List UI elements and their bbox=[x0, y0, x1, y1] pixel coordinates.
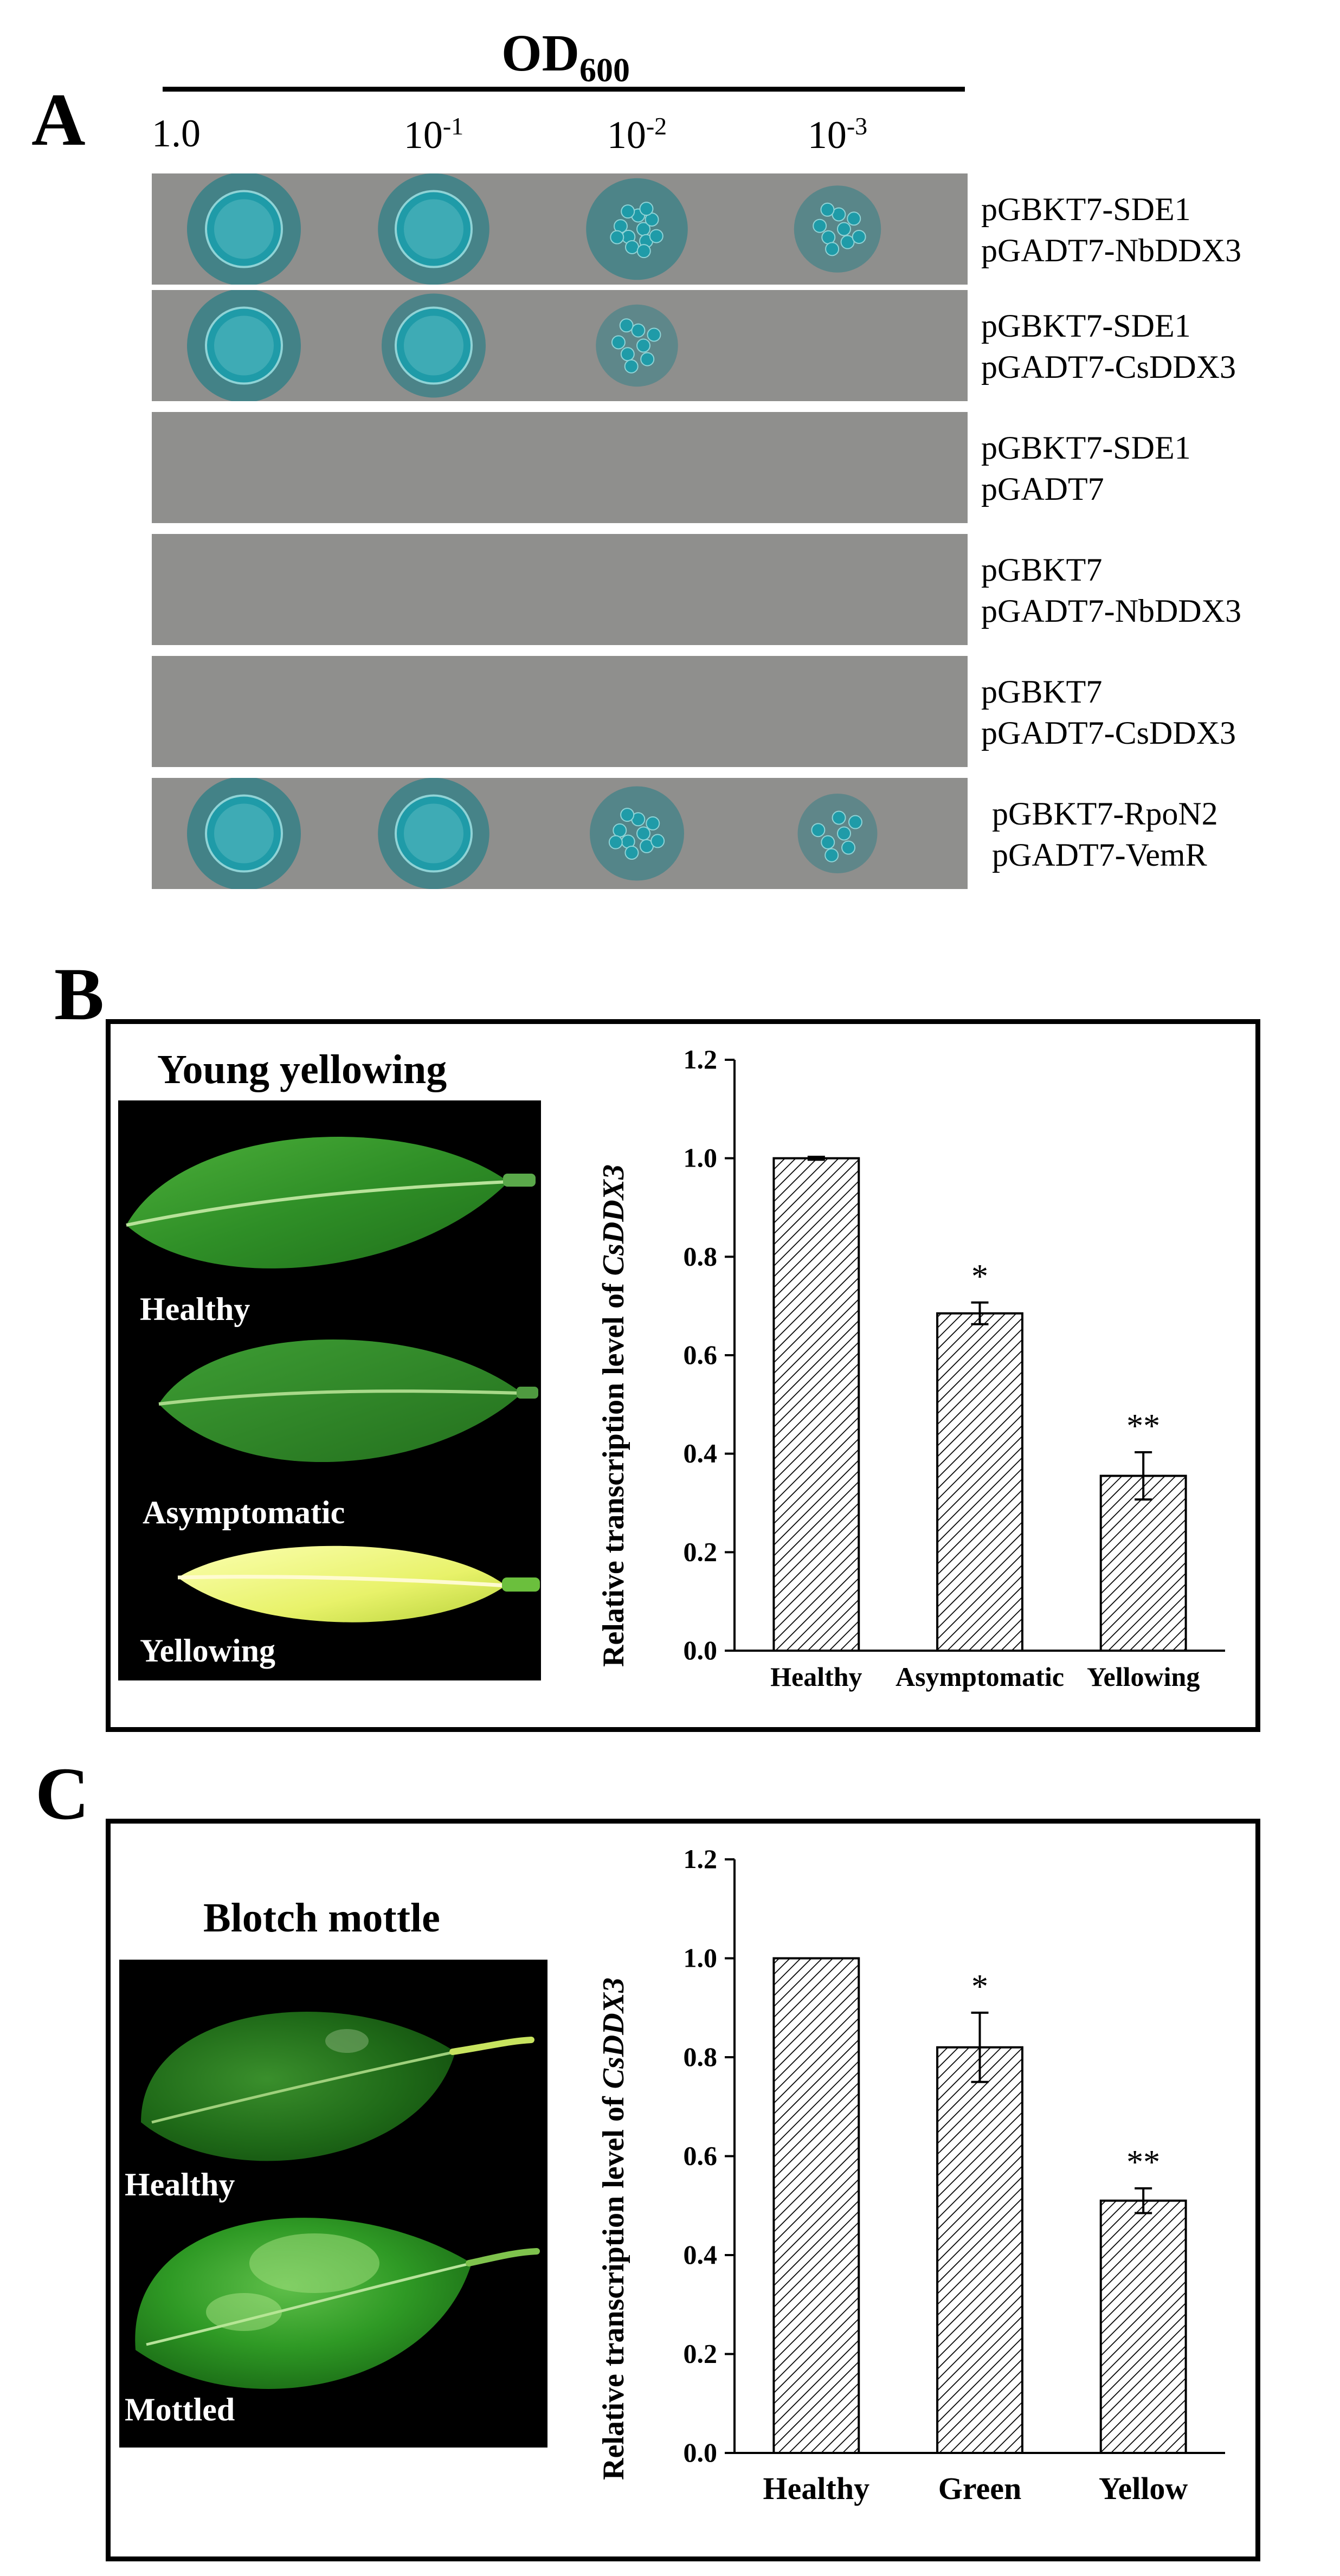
error-bar bbox=[807, 1155, 825, 1161]
y-tick-label: 1.0 bbox=[684, 1943, 718, 1973]
strain-label: pGBKT7-SDE1 pGADT7 bbox=[981, 430, 1191, 507]
y-tick-label: 0.6 bbox=[684, 1339, 718, 1370]
y-tick-label: 0.6 bbox=[684, 2141, 718, 2171]
leaf-healthy bbox=[126, 1137, 536, 1268]
x-category-label: Healthy bbox=[763, 2471, 870, 2506]
y-tick-label: 0.0 bbox=[684, 1635, 718, 1665]
bar bbox=[936, 1312, 1023, 1652]
significance-marker: * bbox=[971, 1258, 988, 1295]
caption-healthy: Healthy bbox=[140, 1291, 250, 1327]
colony-spot bbox=[794, 185, 881, 273]
od-label: OD bbox=[501, 24, 579, 82]
caption-asymptomatic: Asymptomatic bbox=[143, 1495, 345, 1530]
bar bbox=[1099, 1474, 1187, 1652]
y-tick-label: 1.2 bbox=[684, 1844, 718, 1874]
panel-b-label: B bbox=[54, 952, 105, 1035]
panel-c-photo-title: Blotch mottle bbox=[203, 1895, 440, 1941]
y-tick-label: 0.4 bbox=[684, 2239, 718, 2270]
leaf-asymptomatic bbox=[158, 1339, 538, 1463]
bar bbox=[936, 2046, 1023, 2454]
leaf-healthy bbox=[141, 2011, 534, 2161]
y-tick-label: 1.0 bbox=[684, 1143, 718, 1173]
panel-b-bar-chart: 0.0 0.2 0.4 0.6 0.8 1.0 1.2 Healthy * Asymptomati… bbox=[684, 1044, 1225, 1692]
od-subscript: 600 bbox=[579, 52, 630, 89]
dilution-label: 10-3 bbox=[807, 112, 868, 157]
error-bar bbox=[971, 1301, 989, 1325]
y-tick-label: 1.2 bbox=[684, 1044, 718, 1074]
panel-b-photo-title: Young yellowing bbox=[157, 1047, 447, 1092]
significance-marker: ** bbox=[1126, 1408, 1160, 1445]
strain-label: pGBKT7 pGADT7-CsDDX3 bbox=[981, 674, 1236, 751]
plate-row bbox=[152, 778, 968, 889]
x-category-label: Yellowing bbox=[1087, 1661, 1200, 1692]
error-bar bbox=[1135, 2187, 1152, 2214]
colony-spot bbox=[378, 778, 489, 889]
od-header-line bbox=[163, 87, 965, 92]
error-bar bbox=[971, 2011, 989, 2083]
y-tick-label: 0.2 bbox=[684, 2339, 718, 2369]
panel-b-leaf-photo: Healthy Asymptomatic Yellowing bbox=[118, 1100, 541, 1680]
y-tick-label: 0.8 bbox=[684, 2042, 718, 2072]
y-tick-label: 0.2 bbox=[684, 1536, 718, 1567]
plate-row bbox=[152, 173, 968, 285]
y-tick-label: 0.4 bbox=[684, 1438, 718, 1469]
significance-marker: ** bbox=[1126, 2144, 1160, 2181]
plate-row bbox=[152, 534, 968, 645]
panel-c-label: C bbox=[35, 1752, 89, 1835]
colony-spot bbox=[797, 794, 878, 873]
strain-label: pGBKT7-RpoN2 pGADT7-VemR bbox=[992, 796, 1218, 873]
dilution-label: 1.0 bbox=[152, 112, 201, 155]
colony-spot bbox=[187, 778, 301, 889]
plate-row bbox=[152, 412, 968, 523]
colony-spot bbox=[187, 173, 301, 285]
leaf-mottled bbox=[135, 2218, 540, 2389]
x-category-label: Green bbox=[938, 2471, 1022, 2506]
x-category-label: Yellow bbox=[1099, 2471, 1188, 2506]
y-tick-label: 0.0 bbox=[684, 2437, 718, 2468]
strain-label: pGBKT7-SDE1 pGADT7-CsDDX3 bbox=[981, 308, 1236, 385]
significance-marker: * bbox=[971, 1968, 988, 2005]
panel-c-leaf-photo: Healthy Mottled bbox=[119, 1960, 547, 2448]
dilution-label: 10-2 bbox=[607, 112, 667, 157]
leaf-yellowing bbox=[177, 1545, 540, 1622]
panel-c-leaves bbox=[135, 2011, 540, 2389]
bar bbox=[772, 1957, 860, 2454]
colony-spot bbox=[590, 786, 684, 881]
od-header: OD600 bbox=[501, 24, 630, 89]
strain-label: pGBKT7-SDE1 pGADT7-NbDDX3 bbox=[981, 191, 1241, 268]
colony-spot bbox=[187, 290, 301, 401]
error-bar bbox=[1135, 1451, 1152, 1501]
colony-spot bbox=[596, 304, 678, 387]
y-tick-label: 0.8 bbox=[684, 1241, 718, 1271]
colony-spot bbox=[382, 293, 486, 398]
caption-healthy: Healthy bbox=[125, 2167, 235, 2203]
x-category-label: Healthy bbox=[770, 1661, 862, 1692]
colony-spot bbox=[378, 173, 489, 285]
caption-yellowing: Yellowing bbox=[140, 1633, 276, 1669]
bar bbox=[772, 1157, 860, 1652]
plate-row bbox=[152, 656, 968, 767]
x-category-label: Asymptomatic bbox=[896, 1661, 1064, 1692]
panel-b-leaves bbox=[126, 1137, 540, 1622]
caption-mottled: Mottled bbox=[125, 2392, 235, 2427]
panel-a-label: A bbox=[31, 78, 86, 161]
colony-spot bbox=[586, 178, 688, 280]
strain-label: pGBKT7 pGADT7-NbDDX3 bbox=[981, 552, 1241, 629]
plate-row bbox=[152, 290, 968, 401]
bar bbox=[1099, 2199, 1187, 2454]
dilution-label: 10-1 bbox=[403, 112, 464, 157]
